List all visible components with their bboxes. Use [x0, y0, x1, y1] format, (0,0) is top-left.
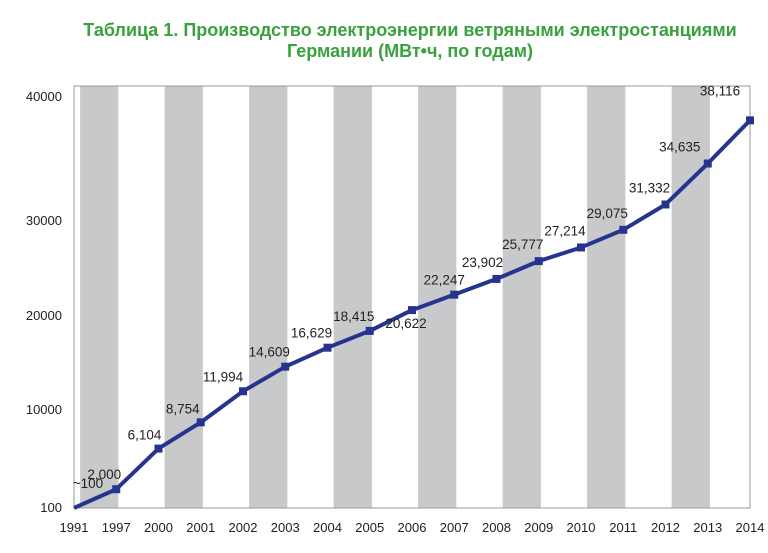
data-label-2009: 25,777 [502, 237, 543, 252]
data-label-2011: 29,075 [587, 206, 628, 221]
x-tick-1997: 1997 [102, 520, 131, 535]
data-label-2010: 27,214 [544, 223, 586, 238]
x-tick-2007: 2007 [440, 520, 469, 535]
marker-2014 [746, 116, 754, 125]
x-tick-2013: 2013 [693, 520, 722, 535]
band-10 [502, 86, 541, 508]
marker-2012 [661, 200, 670, 209]
data-label-2001: 8,754 [166, 401, 200, 416]
data-label-1991: ~100 [73, 476, 103, 491]
x-tick-2002: 2002 [229, 520, 258, 535]
marker-2003 [281, 362, 290, 371]
marker-2011 [619, 225, 628, 234]
x-tick-2003: 2003 [271, 520, 300, 535]
marker-2005 [365, 326, 374, 335]
x-tick-2004: 2004 [313, 520, 342, 535]
x-tick-2005: 2005 [355, 520, 384, 535]
chart-title-line-1: Таблица 1. Производство электроэнергии в… [83, 20, 737, 40]
data-label-2014: 38,116 [700, 83, 740, 98]
data-label-2013: 34,635 [659, 140, 700, 155]
chart-title-line-2: Германии (МВт•ч, по годам) [286, 41, 534, 61]
y-tick-20000: 20000 [26, 308, 62, 323]
x-tick-2012: 2012 [651, 520, 680, 535]
data-label-2003: 14,609 [249, 345, 290, 360]
x-tick-2008: 2008 [482, 520, 511, 535]
data-label-2012: 31,332 [629, 180, 670, 195]
marker-2007 [450, 290, 459, 299]
x-tick-1991: 1991 [60, 520, 89, 535]
marker-2010 [577, 243, 585, 252]
y-tick-30000: 30000 [26, 213, 62, 228]
data-label-2002: 11,994 [203, 369, 244, 384]
marker-2006 [408, 306, 416, 315]
marker-2002 [239, 387, 247, 396]
data-label-2005: 18,415 [333, 309, 374, 324]
marker-2013 [703, 159, 712, 168]
x-tick-2000: 2000 [144, 520, 173, 535]
data-label-2007: 22,247 [424, 273, 465, 288]
band-14 [671, 86, 710, 508]
y-tick-40000: 40000 [26, 89, 62, 104]
y-tick-100: 100 [40, 500, 62, 515]
marker-2000 [154, 444, 163, 453]
y-axis-ticks: 100 10000 20000 30000 40000 [26, 89, 62, 515]
x-tick-2009: 2009 [524, 520, 553, 535]
band-6 [333, 86, 372, 508]
plot-frame [73, 85, 751, 509]
y-tick-10000: 10000 [26, 402, 62, 417]
data-label-1997: 2,000 [87, 467, 121, 482]
x-tick-2010: 2010 [567, 520, 596, 535]
marker-2008 [492, 274, 501, 283]
background-bands [80, 86, 710, 508]
data-label-2000: 6,104 [128, 428, 162, 443]
axes [73, 85, 751, 509]
data-label-2004: 16,629 [291, 326, 332, 341]
x-tick-2006: 2006 [398, 520, 427, 535]
marker-2009 [534, 257, 543, 266]
data-label-2006: 20,622 [385, 316, 426, 331]
x-tick-2001: 2001 [186, 520, 215, 535]
band-12 [587, 86, 626, 508]
marker-2001 [196, 418, 205, 427]
chart-title: Таблица 1. Производство электроэнергии в… [0, 20, 768, 62]
band-4 [249, 86, 288, 508]
band-0 [80, 86, 119, 508]
data-label-2008: 23,902 [462, 255, 503, 270]
series-markers [112, 116, 754, 494]
x-axis-ticks: 1991 1997 2000 2001 2002 2003 2004 2005 2006 2007… [60, 520, 765, 535]
marker-2004 [323, 343, 332, 352]
x-tick-2014: 2014 [736, 520, 765, 535]
marker-1997 [112, 485, 121, 494]
x-tick-2011: 2011 [609, 520, 637, 535]
band-2 [164, 86, 203, 508]
